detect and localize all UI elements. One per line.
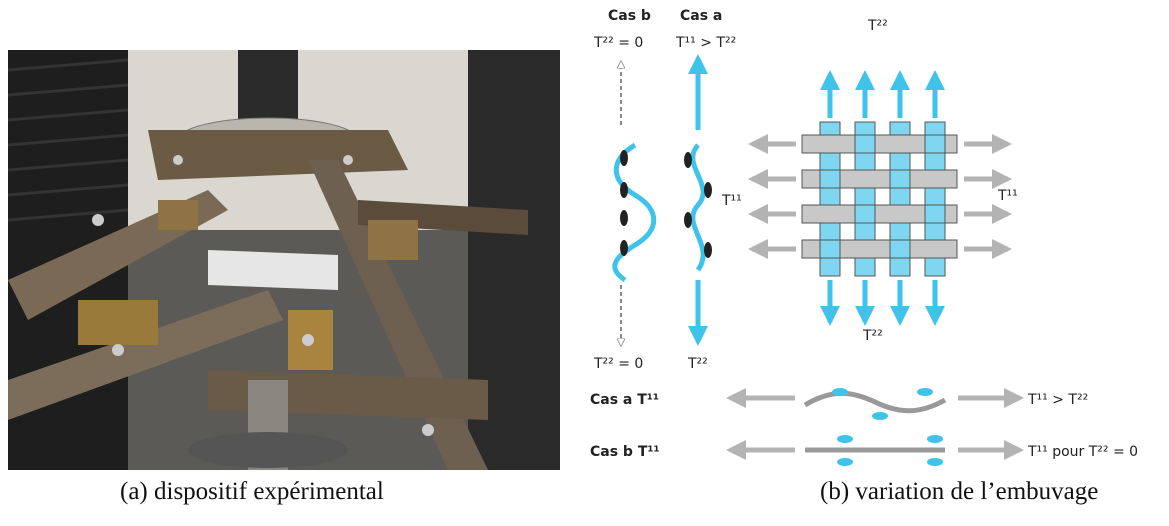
row-a-dots <box>832 388 933 420</box>
row-a-label: Cas a T¹¹ <box>590 392 659 408</box>
col-a-title: Cas a <box>680 8 722 24</box>
col-b-title: Cas b <box>608 8 651 24</box>
weave-bottom-arrows <box>820 280 945 326</box>
weave-top-arrows <box>820 70 945 118</box>
row-a-result: T¹¹ > T²² <box>1027 392 1088 408</box>
left-T11-label: T¹¹ <box>721 193 742 209</box>
right-T11-label: T¹¹ <box>997 188 1018 204</box>
embuvage-diagram: Cas b Cas a T²² = 0 T¹¹ > T²² T²² = 0 T²… <box>580 0 1169 480</box>
row-b-label: Cas b T¹¹ <box>590 444 660 460</box>
caption-a: (a) dispositif expérimental <box>120 478 384 505</box>
col-b-bottom-label: T²² = 0 <box>593 356 643 372</box>
bottom-T22-label: T²² <box>862 328 883 344</box>
col-b-top-label: T²² = 0 <box>593 35 643 51</box>
caption-b: (b) variation de l’embuvage <box>820 478 1099 505</box>
row-b-result: T¹¹ pour T²² = 0 <box>1027 444 1138 460</box>
col-b-yarn <box>612 142 657 283</box>
row-a-yarn <box>803 390 947 414</box>
weave-warp-yarns <box>819 121 946 277</box>
top-T22-label: T²² <box>867 18 888 34</box>
col-a-weft-dots <box>684 152 712 258</box>
col-b-weft-dots <box>620 150 628 256</box>
col-a-top-label: T¹¹ > T²² <box>675 35 736 51</box>
weave-right-arrows <box>964 134 1012 259</box>
weave-weft-yarns <box>801 134 958 259</box>
weave-left-arrows <box>748 134 796 259</box>
col-a-yarn <box>690 143 706 272</box>
row-b-dots <box>837 435 943 466</box>
col-a-bottom-label: T²² <box>687 356 708 372</box>
experimental-rig-photo <box>8 50 560 470</box>
